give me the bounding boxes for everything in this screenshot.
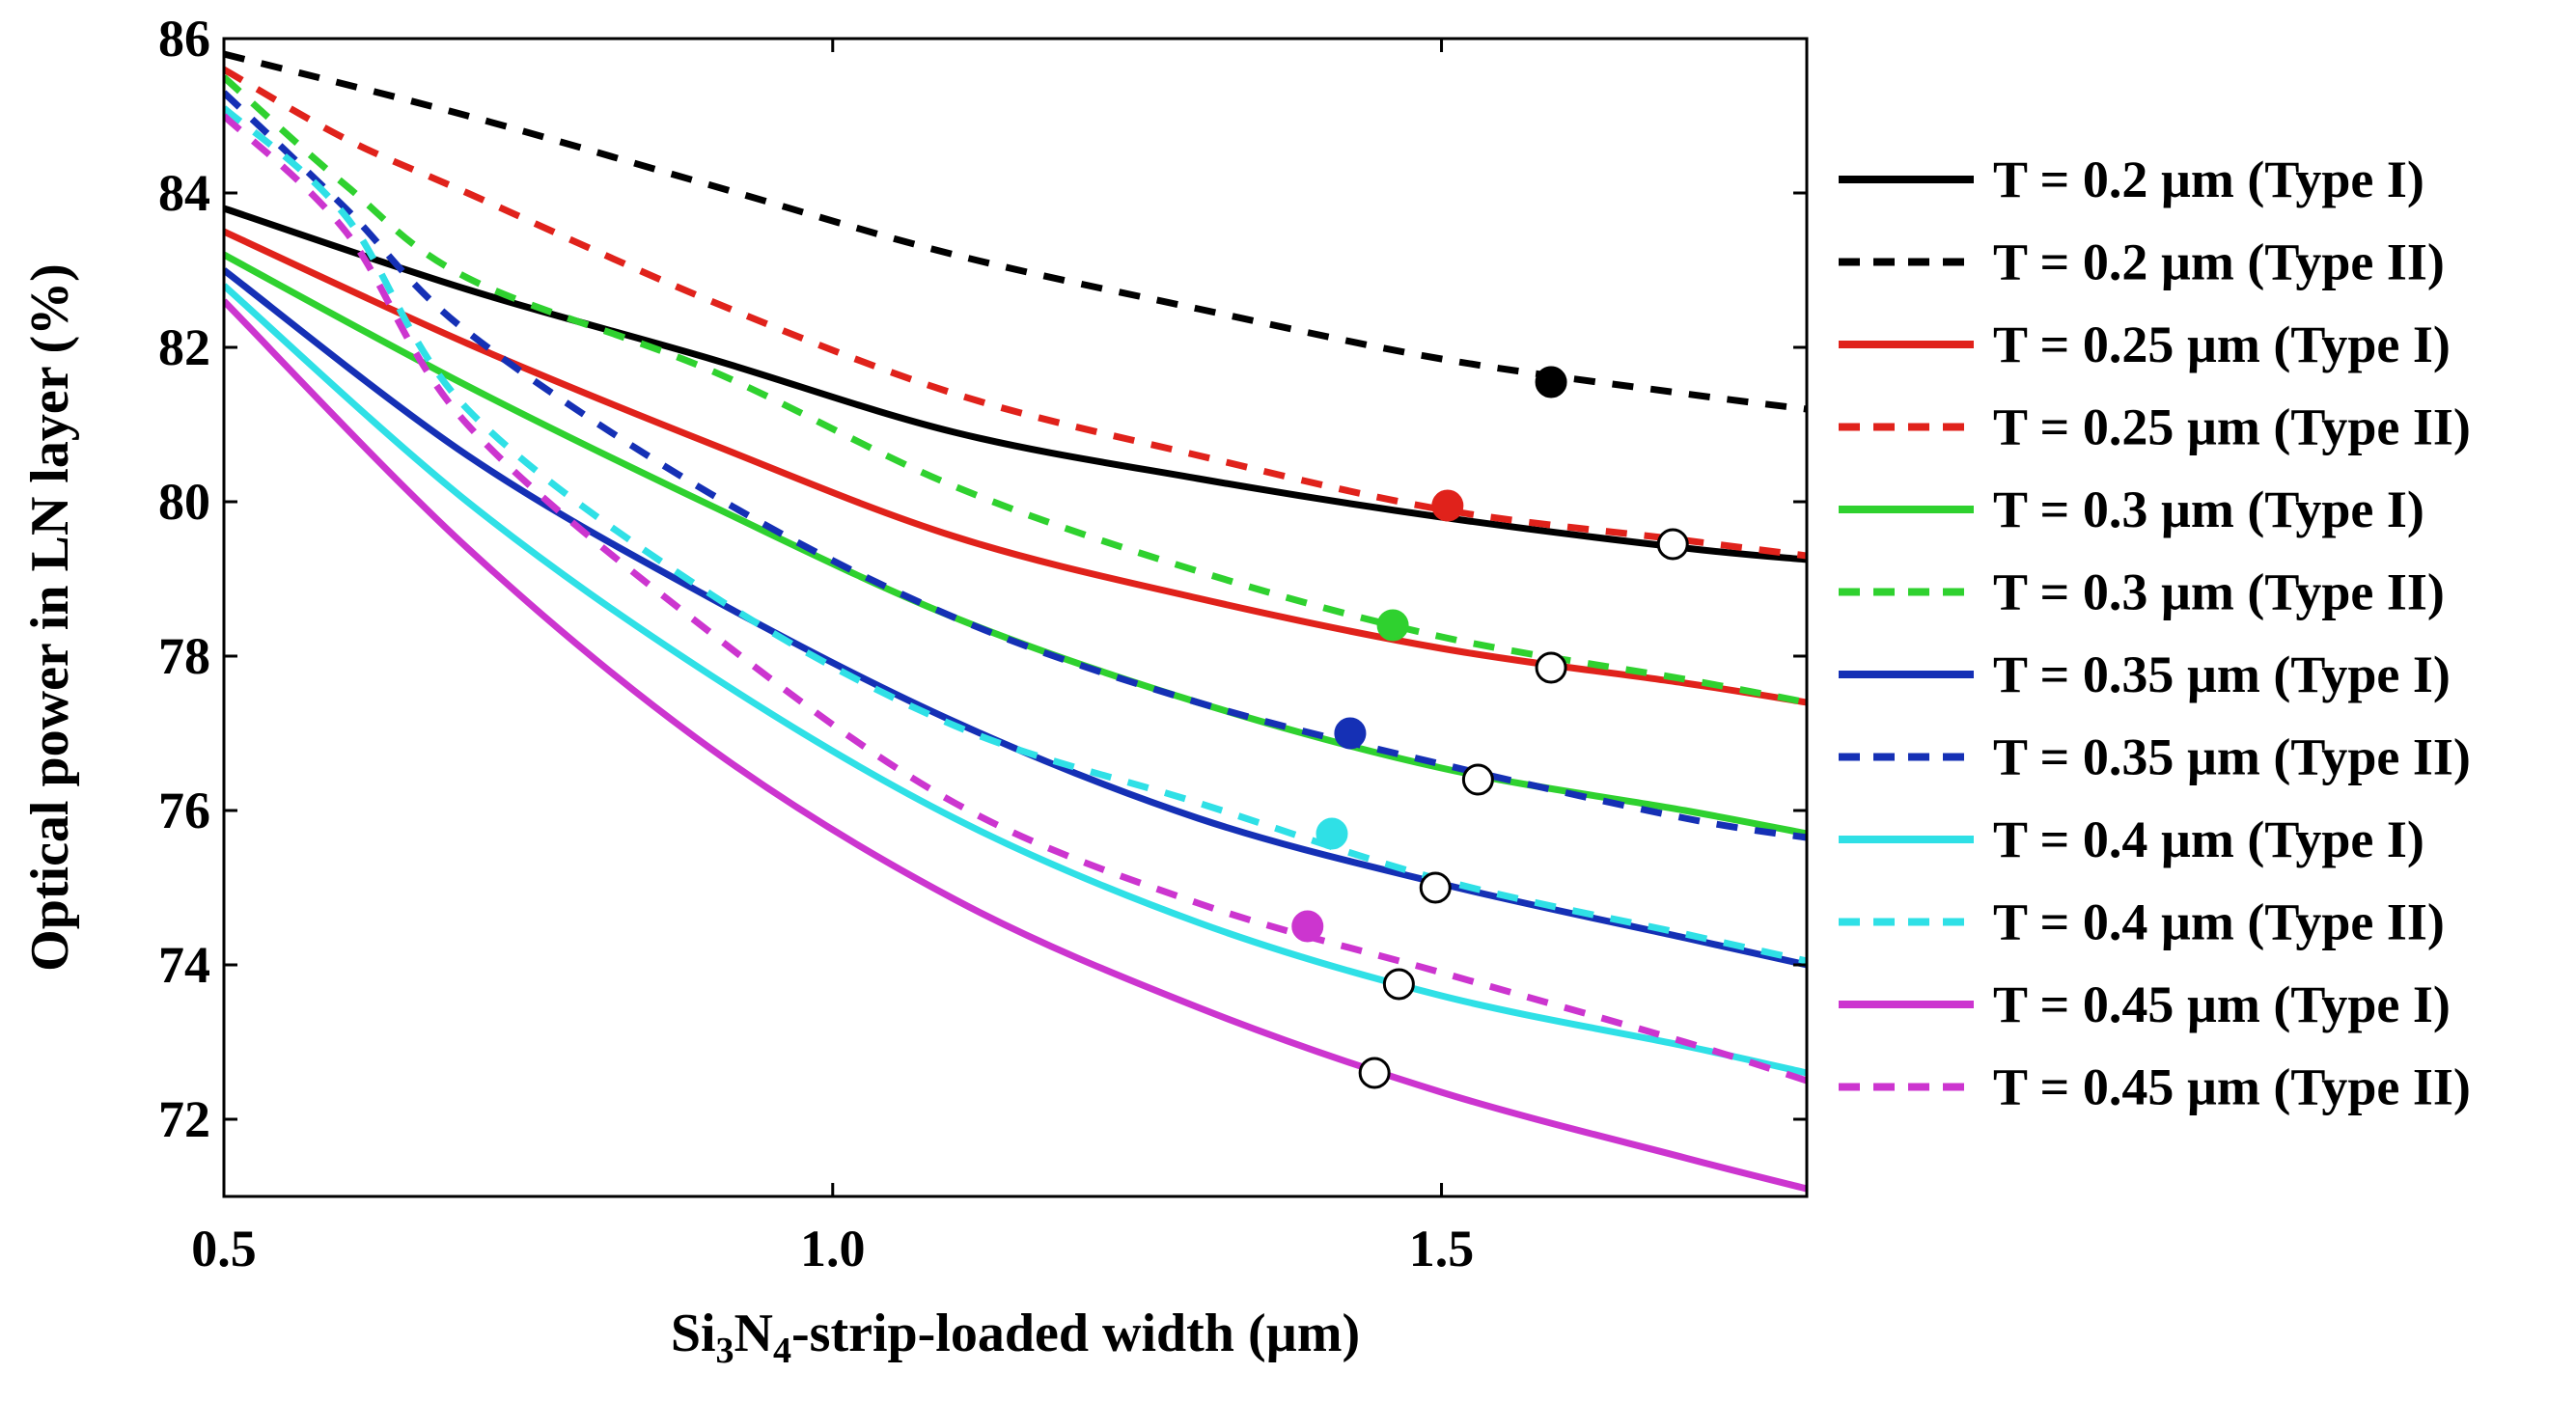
x-tick-label: 1.5 [1409, 1220, 1475, 1277]
series-marker-1 [1656, 528, 1689, 561]
series-marker-5 [1461, 763, 1494, 796]
series-marker-12 [1291, 910, 1324, 943]
y-tick-label: 86 [158, 10, 210, 68]
series-marker-4 [1431, 489, 1464, 522]
y-tick-label: 84 [158, 164, 210, 222]
legend-label-10: T = 0.4 µm (Type II) [1993, 893, 2445, 951]
series-markers [1291, 366, 1689, 1089]
y-tick-label: 72 [158, 1090, 210, 1148]
plot-frame [222, 37, 1809, 1198]
y-axis-title: Optical power in LN layer (%) [20, 263, 80, 972]
legend-label-7: T = 0.35 µm (Type I) [1993, 646, 2451, 703]
y-tick-label: 78 [158, 627, 210, 685]
legend-label-11: T = 0.45 µm (Type I) [1993, 975, 2451, 1033]
legend-label-5: T = 0.3 µm (Type I) [1993, 481, 2424, 538]
y-tick-label: 80 [158, 473, 210, 531]
series-line-2 [224, 50, 1807, 413]
y-tick-label: 82 [158, 318, 210, 376]
y-tick-label: 74 [158, 936, 210, 994]
legend-label-3: T = 0.25 µm (Type I) [1993, 316, 2451, 373]
legend-label-6: T = 0.3 µm (Type II) [1993, 563, 2445, 621]
y-tick-label: 76 [158, 782, 210, 839]
series-marker-7 [1419, 871, 1452, 904]
series-line-3 [224, 228, 1807, 706]
series-line-11 [224, 298, 1807, 1193]
legend-label-12: T = 0.45 µm (Type II) [1993, 1058, 2471, 1116]
series-line-10 [224, 105, 1807, 965]
series-line-12 [224, 113, 1807, 1085]
series-marker-3 [1535, 651, 1567, 684]
x-tick-label: 0.5 [191, 1220, 257, 1277]
legend: T = 0.2 µm (Type I) T = 0.2 µm (Type II) T… [1839, 151, 2471, 1116]
series-line-6 [224, 74, 1807, 706]
series-line-9 [224, 283, 1807, 1077]
series-marker-10 [1316, 817, 1348, 850]
series-marker-8 [1334, 717, 1367, 750]
x-axis: 0.5 1.0 1.5 [191, 39, 1474, 1277]
plot-content [224, 50, 1807, 1193]
legend-label-9: T = 0.4 µm (Type I) [1993, 810, 2424, 868]
series-lines [224, 50, 1807, 1193]
series-line-8 [224, 90, 1807, 841]
x-axis-title: Si3N4-strip-loaded width (µm) [671, 1304, 1360, 1371]
series-line-7 [224, 267, 1807, 969]
series-line-5 [224, 251, 1807, 838]
series-line-4 [224, 66, 1807, 560]
legend-label-1: T = 0.2 µm (Type I) [1993, 151, 2424, 208]
x-tick-label: 1.0 [800, 1220, 866, 1277]
legend-label-8: T = 0.35 µm (Type II) [1993, 728, 2471, 786]
series-marker-9 [1382, 968, 1415, 1001]
legend-label-4: T = 0.25 µm (Type II) [1993, 398, 2471, 456]
series-marker-2 [1535, 366, 1567, 398]
series-line-1 [224, 205, 1807, 563]
series-marker-6 [1376, 609, 1409, 642]
series-marker-11 [1358, 1057, 1391, 1089]
legend-label-2: T = 0.2 µm (Type II) [1993, 234, 2445, 291]
y-axis: 72 74 76 78 80 82 84 86 [158, 10, 1807, 1148]
